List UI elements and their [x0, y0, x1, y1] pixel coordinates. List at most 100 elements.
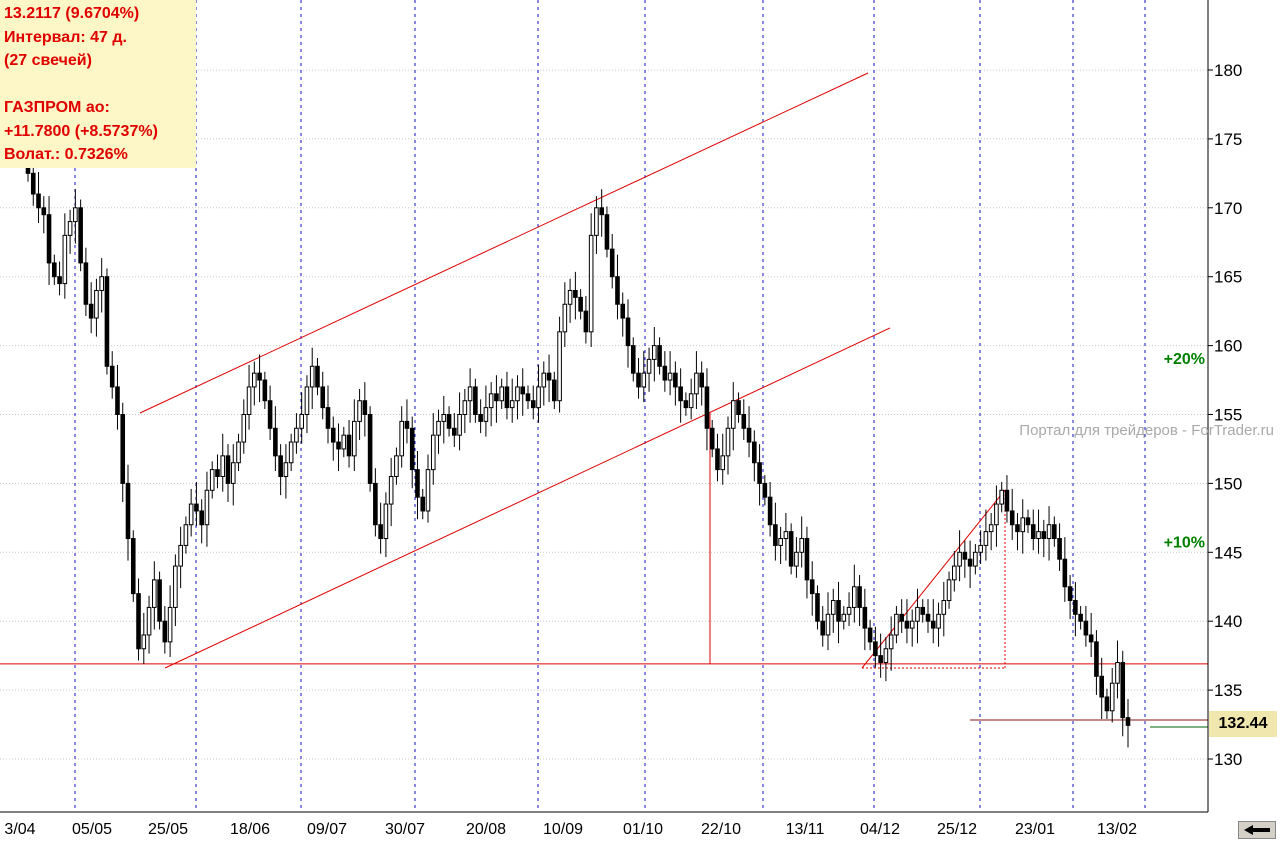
channel-lower-line — [164, 327, 891, 669]
candle-body — [99, 276, 104, 291]
x-tick-label: 10/09 — [543, 821, 583, 838]
candle-body — [736, 400, 741, 416]
y-tick-label: 145 — [1214, 543, 1242, 562]
candle-body — [994, 503, 999, 526]
candle-body — [346, 434, 352, 457]
candle-body — [73, 207, 78, 223]
y-tick-label: 170 — [1214, 199, 1242, 218]
candle-body — [630, 345, 636, 374]
candle-body — [499, 386, 504, 402]
candle-body — [320, 386, 326, 409]
candle-body — [599, 207, 604, 216]
candle-body — [688, 393, 694, 409]
candle-body — [657, 345, 662, 367]
candle-body — [1025, 517, 1031, 526]
x-tick-label: 13/02 — [1097, 821, 1137, 838]
info-interval: Интервал: 47 д. — [4, 28, 127, 46]
candle-body — [625, 317, 631, 347]
candle-body — [478, 414, 483, 422]
candle-body — [430, 434, 436, 471]
candle-body — [46, 214, 52, 264]
candle-body — [515, 386, 520, 402]
scroll-left-button[interactable] — [1238, 821, 1276, 839]
candle-body — [462, 400, 468, 416]
info-change: 13.2117 (9.6704%) — [4, 5, 140, 22]
candle-body — [304, 386, 310, 416]
candle-body — [278, 455, 283, 478]
x-tick-label: 20/08 — [466, 821, 506, 838]
candle-body — [973, 551, 978, 567]
x-tick-label: 13/11 — [786, 821, 825, 838]
candle-body — [1030, 524, 1036, 540]
candle-body — [1062, 558, 1068, 588]
candle-body — [357, 400, 362, 422]
candle-body — [783, 531, 789, 540]
candle-body — [1004, 489, 1010, 512]
candle-body — [309, 365, 315, 388]
candle-body — [420, 496, 426, 512]
candle-body — [925, 613, 931, 622]
candle-body — [946, 579, 952, 602]
candle-body — [41, 207, 47, 216]
candle-body — [436, 420, 441, 436]
candle-body — [494, 393, 499, 402]
y-tick-label: 180 — [1214, 61, 1242, 80]
candle-body — [78, 207, 83, 264]
candle-body — [930, 620, 936, 629]
candle-body — [604, 214, 610, 250]
candle-body — [1094, 641, 1099, 677]
candle-body — [978, 544, 983, 553]
percent-labels: +20% +10% — [1164, 351, 1205, 551]
candle-body — [336, 441, 341, 450]
candle-body — [504, 386, 510, 409]
candle-body — [725, 427, 731, 457]
candle-body — [957, 551, 962, 567]
candle-body — [415, 469, 420, 498]
candle-body — [620, 303, 626, 319]
x-tick-label: 25/05 — [148, 821, 188, 838]
candle-body — [894, 613, 899, 636]
candle-body — [288, 441, 294, 464]
x-tick-label: 25/12 — [937, 821, 977, 838]
candle-body — [120, 414, 126, 484]
y-tick-label: 155 — [1214, 406, 1242, 425]
candle-body — [820, 620, 826, 636]
candle-body — [394, 455, 399, 478]
info-ticker-change: +11.7800 (+8.5737%) — [4, 122, 158, 140]
candle-body — [778, 538, 783, 546]
candle-body — [1088, 634, 1094, 643]
candle-body — [557, 331, 562, 402]
candle-body — [241, 414, 247, 443]
candle-body — [473, 386, 478, 416]
candle-body — [920, 606, 926, 615]
x-axis: 3/04 05/05 25/05 18/06 09/07 30/07 20/08 10/09 0… — [0, 811, 1208, 838]
candle-body — [141, 634, 147, 650]
candle-body — [741, 414, 747, 429]
candle-body — [699, 372, 704, 388]
candle-body — [399, 420, 404, 457]
candle-body — [57, 276, 62, 285]
candle-body — [252, 372, 257, 388]
candle-body — [83, 262, 89, 305]
percent-label: +10% — [1164, 534, 1205, 551]
candle-body — [720, 455, 726, 471]
candle-body — [509, 400, 515, 409]
candle-body — [1078, 613, 1083, 622]
candle-body — [815, 593, 820, 622]
candle-body — [209, 469, 215, 491]
current-price-label: 132.44 — [1209, 711, 1277, 737]
candle-body — [709, 427, 715, 450]
y-tick-label: 135 — [1214, 681, 1242, 700]
candle-body — [578, 296, 583, 312]
candle-body — [588, 234, 594, 333]
candle-body — [915, 606, 920, 622]
candle-body — [830, 600, 836, 615]
y-axis: 130 135 140 145 150 155 160 165 170 175 180 — [1207, 0, 1242, 812]
candle-body — [104, 276, 110, 367]
candle-body — [220, 455, 226, 478]
candle-body — [330, 427, 336, 443]
candle-body — [146, 606, 152, 636]
candle-body — [794, 551, 799, 567]
arrow-left-icon — [1244, 825, 1270, 835]
candle-body — [262, 379, 268, 402]
